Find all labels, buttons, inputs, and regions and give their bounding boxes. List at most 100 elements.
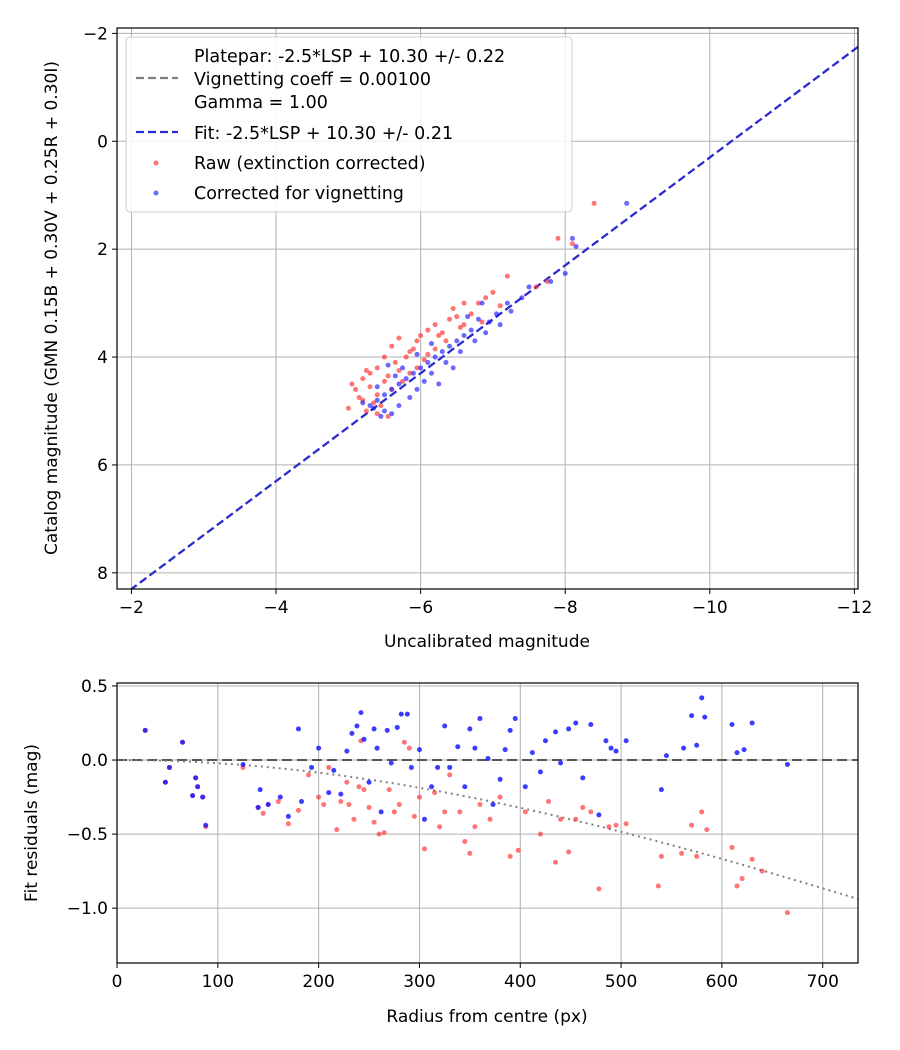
corrected-point [472,338,478,344]
residuals-y-axis-label: Fit residuals (mag) [22,744,42,902]
raw-point [363,408,369,414]
calibration-y-tick-label: 6 [97,456,108,476]
corrected-residual-point [472,745,478,751]
corrected-residual-point [442,723,448,729]
corrected-residual-point [542,738,548,744]
fit-line [130,45,859,590]
corrected-point [407,395,413,401]
corrected-point [483,330,489,336]
raw-point [569,241,575,247]
raw-residual-point [734,883,740,889]
calibration-x-tick-label: −4 [264,598,289,618]
raw-residual-point [396,801,402,807]
corrected-residual-point [613,748,619,754]
raw-point [392,359,398,365]
corrected-residual-point [529,750,535,756]
vignetting-model-curve [117,759,859,900]
raw-point [345,405,351,411]
raw-residual-point [391,809,397,815]
corrected-point [450,365,456,371]
corrected-residual-point [384,727,390,733]
corrected-residual-point [180,739,186,745]
residuals-x-axis-label: Radius from centre (px) [386,1007,587,1027]
corrected-point [403,376,409,382]
raw-point [418,332,424,338]
legend-platepar-line3: Gamma = 1.00 [194,93,328,113]
raw-residual-point [477,801,483,807]
corrected-residual-point [349,730,355,736]
corrected-residual-point [502,747,508,753]
corrected-residual-point [331,767,337,773]
residuals-y-tick-label: 0.5 [81,677,108,697]
corrected-residual-point [596,812,602,818]
legend-raw-label: Raw (extinction corrected) [194,154,426,174]
corrected-point [562,270,568,276]
raw-residual-point [381,830,387,836]
raw-point [450,306,456,311]
raw-point [414,365,420,371]
calibration-x-tick-label: −8 [553,598,578,618]
raw-residual-point [588,809,594,815]
raw-residual-point [573,816,579,822]
corrected-point [457,349,463,355]
corrected-residual-point [580,775,586,781]
residuals-plot-area [117,683,858,963]
raw-point [385,373,391,379]
calibration-x-axis-label: Uncalibrated magnitude [384,632,590,652]
corrected-point [428,341,434,347]
corrected-residual-point [257,787,263,793]
corrected-point [396,381,402,387]
calibration-y-tick-label: 4 [97,348,108,368]
residuals-y-tick-label: −1.0 [67,899,108,919]
corrected-residual-point [497,776,503,782]
raw-residual-point [739,876,745,882]
corrected-residual-point [603,738,609,744]
residuals-x-tick-label: 100 [202,972,234,992]
legend-corrected-label: Corrected for vignetting [194,184,404,204]
raw-point [353,386,359,392]
raw-residual-point [437,824,443,830]
raw-point [389,343,395,349]
raw-residual-point [447,772,453,778]
corrected-point [389,386,395,392]
raw-point [425,327,431,333]
corrected-residual-point [537,769,543,775]
residuals-x-tick-label: 400 [504,972,536,992]
raw-residual-point [507,853,513,859]
raw-point [371,400,377,406]
corrected-residual-point [429,784,435,790]
raw-residual-point [401,739,407,745]
raw-residual-point [344,779,350,785]
calibration-y-tick-label: −2 [83,24,108,44]
corrected-residual-point [398,711,404,717]
corrected-residual-point [358,710,364,716]
raw-point [396,368,402,374]
raw-residual-point [729,844,735,850]
corrected-residual-point [553,729,559,735]
corrected-residual-point [344,748,350,754]
corrected-point [624,200,630,206]
raw-point [421,357,427,363]
raw-point [400,378,406,384]
corrected-residual-point [195,784,201,790]
raw-point [374,411,380,417]
corrected-residual-point [277,794,283,800]
corrected-residual-point [490,801,496,807]
corrected-point [367,403,373,409]
corrected-point [381,408,387,414]
calibration-x-tick-label: −12 [836,598,872,618]
raw-residual-point [694,853,700,859]
corrected-residual-point [316,745,322,751]
raw-residual-point [346,801,352,807]
residuals-x-tick-label: 500 [605,972,637,992]
raw-residual-point [655,883,661,889]
residuals-x-tick-label: 200 [302,972,334,992]
residuals-y-tick-label: 0.0 [81,751,108,771]
corrected-point [479,300,485,306]
corrected-point [436,381,442,387]
raw-residual-point [462,839,468,845]
corrected-point [396,403,402,409]
raw-residual-point [467,850,473,856]
corrected-point [494,311,500,317]
raw-residual-point [285,821,291,827]
